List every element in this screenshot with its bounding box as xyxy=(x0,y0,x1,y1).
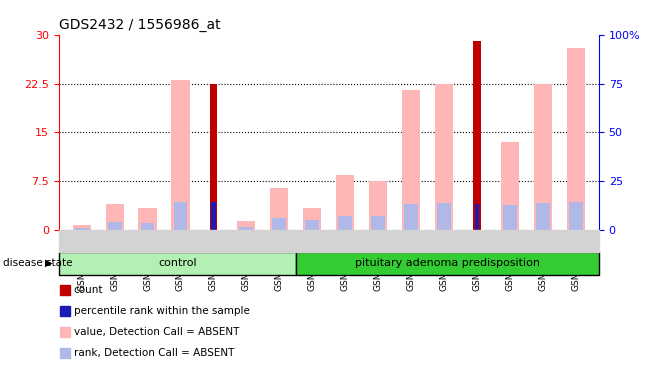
Text: disease state: disease state xyxy=(3,258,73,268)
Bar xyxy=(534,84,552,230)
Text: pituitary adenoma predisposition: pituitary adenoma predisposition xyxy=(355,258,540,268)
Bar xyxy=(435,84,453,230)
Text: control: control xyxy=(158,258,197,268)
Bar xyxy=(475,204,480,230)
Bar xyxy=(402,90,420,230)
Bar xyxy=(270,188,288,230)
Bar xyxy=(567,48,585,230)
Bar xyxy=(569,202,583,230)
Bar xyxy=(171,80,189,230)
Bar xyxy=(536,203,550,230)
Text: rank, Detection Call = ABSENT: rank, Detection Call = ABSENT xyxy=(74,348,234,358)
Bar xyxy=(240,227,253,230)
Bar xyxy=(437,203,451,230)
Bar xyxy=(369,182,387,230)
Bar xyxy=(174,202,187,230)
Bar xyxy=(303,207,322,230)
Bar xyxy=(141,223,154,230)
Bar xyxy=(105,204,124,230)
Bar xyxy=(238,220,255,230)
Text: GDS2432 / 1556986_at: GDS2432 / 1556986_at xyxy=(59,18,220,32)
Text: count: count xyxy=(74,285,103,295)
Bar xyxy=(139,207,157,230)
Bar xyxy=(501,142,519,230)
Bar xyxy=(339,216,352,230)
Bar xyxy=(210,84,217,230)
Bar xyxy=(473,41,480,230)
Bar xyxy=(296,252,599,275)
Bar xyxy=(59,252,296,275)
Bar xyxy=(211,202,216,230)
Bar xyxy=(305,220,319,230)
Text: ▶: ▶ xyxy=(45,258,53,268)
Bar xyxy=(272,218,286,230)
Text: value, Detection Call = ABSENT: value, Detection Call = ABSENT xyxy=(74,327,239,337)
Bar xyxy=(75,228,89,230)
Bar xyxy=(107,222,122,230)
Bar xyxy=(73,225,90,230)
Bar xyxy=(503,205,517,230)
Text: percentile rank within the sample: percentile rank within the sample xyxy=(74,306,249,316)
Bar xyxy=(371,216,385,230)
Bar xyxy=(336,175,354,230)
Bar xyxy=(404,204,418,230)
